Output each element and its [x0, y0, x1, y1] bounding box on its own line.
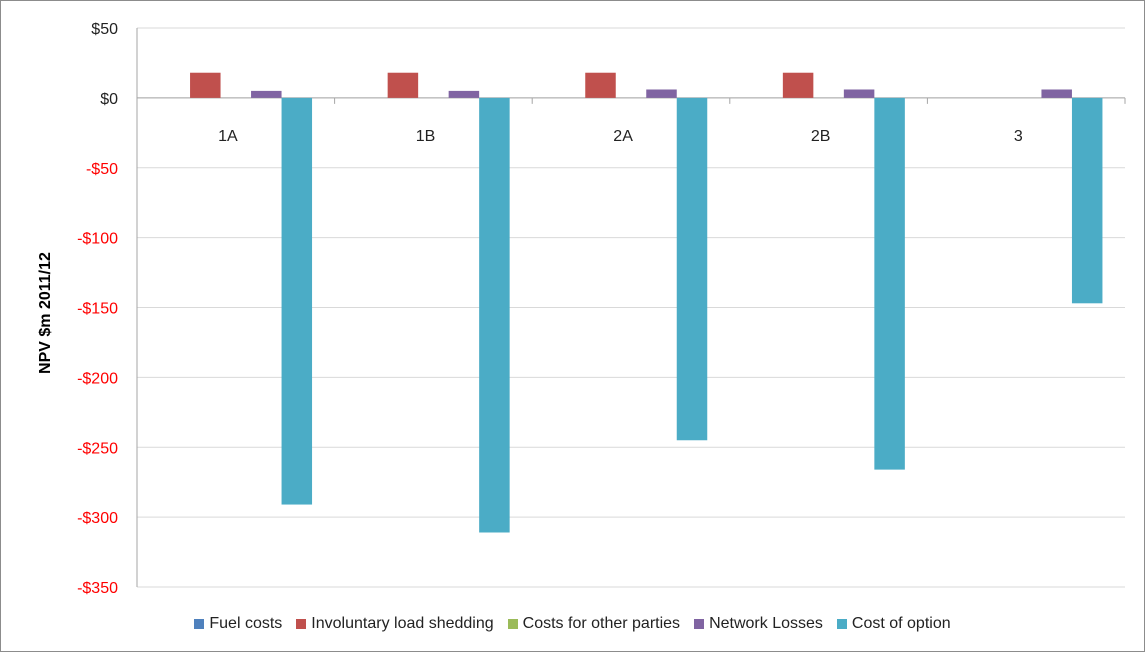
bar-cost-of-option-3	[1071, 97, 1103, 304]
category-label: 1A	[218, 128, 238, 145]
y-tick-labels: $50 $0 -$50 -$100 -$150 -$200 -$250 -$300 -$350	[77, 21, 118, 597]
y-axis-label: NPV $m 2011/12	[37, 252, 54, 374]
legend-swatch	[694, 619, 705, 629]
category-label: 2A	[613, 128, 633, 145]
y-tick-label: -$350	[77, 580, 118, 597]
bar-cost-of-option-1b	[479, 97, 510, 533]
bar-network-losses-1b	[448, 90, 480, 98]
legend-item: Fuel costs	[194, 615, 282, 633]
bar-involuntary-load-shedding-1b	[387, 72, 419, 98]
legend-label: Involuntary load shedding	[311, 615, 494, 632]
category-label: 1B	[416, 128, 436, 145]
bar-cost-of-option-2b	[874, 97, 905, 470]
legend-label: Fuel costs	[209, 615, 283, 632]
y-tick-label: $50	[91, 21, 118, 38]
category-label: 3	[1014, 128, 1023, 145]
bar-cost-of-option-1a	[281, 97, 313, 505]
legend-label: Cost of option	[851, 615, 951, 632]
bar-cost-of-option-2a	[676, 97, 708, 441]
bar-network-losses-2b	[843, 89, 875, 98]
y-tick-label: -$50	[86, 161, 118, 178]
category-label: 2B	[811, 128, 831, 145]
bar-involuntary-load-shedding-2b	[782, 72, 814, 98]
legend-label: Network Losses	[709, 615, 823, 632]
y-tick-label: $0	[100, 91, 118, 108]
category-labels: 1A 1B 2A 2B 3	[218, 128, 1023, 145]
y-tick-label: -$300	[77, 510, 118, 527]
y-tick-label: -$200	[77, 370, 118, 387]
legend-item: Costs for other parties	[507, 615, 681, 633]
legend: Fuel costs Involuntary load shedding Costs…	[0, 615, 1145, 633]
bar-involuntary-load-shedding-1a	[190, 72, 221, 98]
bar-network-losses-1a	[251, 90, 282, 98]
legend-item: Network Losses	[694, 615, 823, 633]
legend-item: Cost of option	[836, 615, 951, 633]
legend-item: Involuntary load shedding	[296, 615, 494, 633]
y-tick-label: -$100	[77, 231, 118, 248]
legend-swatch	[836, 619, 847, 629]
y-tick-label: -$150	[77, 301, 118, 318]
legend-swatch	[194, 619, 205, 629]
legend-swatch	[507, 619, 518, 629]
bar-involuntary-load-shedding-2a	[585, 72, 616, 98]
legend-swatch	[296, 619, 307, 629]
y-tick-label: -$250	[77, 440, 118, 457]
bar-network-losses-2a	[646, 89, 677, 98]
bars	[190, 72, 1103, 533]
legend-label: Costs for other parties	[522, 615, 681, 632]
bar-network-losses-3	[1041, 89, 1072, 98]
